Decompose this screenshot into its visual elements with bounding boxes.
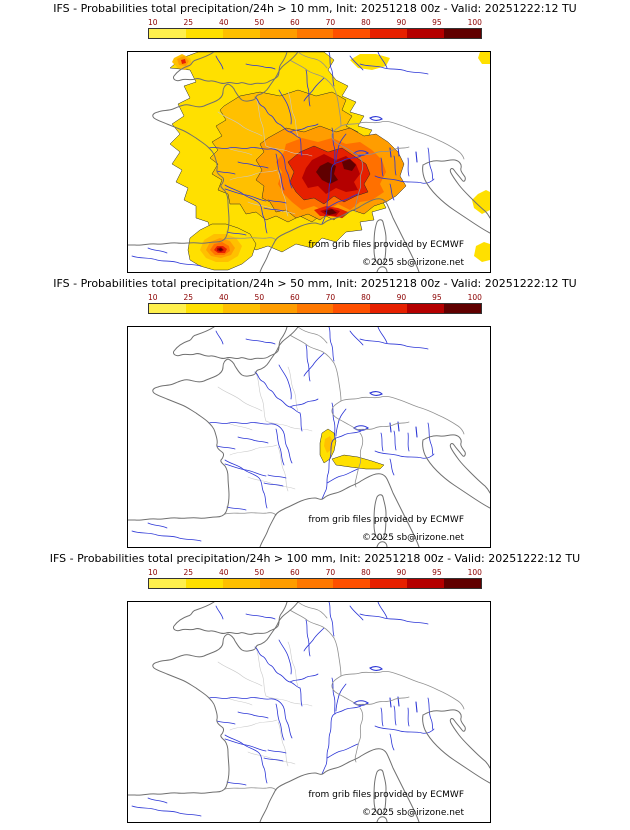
legend-color-segment	[185, 304, 223, 313]
legend-color-segment	[370, 579, 408, 588]
legend-tick-label: 90	[396, 293, 407, 302]
map-canvas-10mm	[128, 52, 490, 272]
legend-color-segment	[444, 29, 482, 38]
legend-color-segment	[333, 579, 371, 588]
basemap-layer	[128, 327, 490, 547]
legend-tick-label: 60	[290, 18, 300, 27]
legend-color-segment	[444, 304, 482, 313]
legend-tick-label: 70	[325, 293, 336, 302]
colorbar-ticks: 10 25 40 50 60 70 80 90 95 100	[148, 568, 482, 577]
legend-color-segment	[222, 304, 260, 313]
map-attribution: from grib files provided by ECMWF ©2025 …	[308, 240, 464, 269]
map-attribution: from grib files provided by ECMWF ©2025 …	[308, 515, 464, 544]
attribution-copyright: ©2025 sb@irizone.net	[362, 533, 464, 543]
legend-color-segment	[259, 29, 297, 38]
legend-tick-label: 100	[467, 293, 482, 302]
map-100mm: from grib files provided by ECMWF ©2025 …	[127, 601, 491, 823]
map-canvas-100mm	[128, 602, 490, 822]
map-attribution: from grib files provided by ECMWF ©2025 …	[308, 790, 464, 819]
legend-tick-label: 80	[361, 293, 371, 302]
precip-overlay-50mm	[319, 428, 385, 470]
legend-color-segment	[370, 29, 408, 38]
map-canvas-50mm	[128, 327, 490, 547]
legend-tick-label: 95	[432, 568, 442, 577]
panel-precip-50mm: IFS - Probabilities total precipitation/…	[0, 277, 630, 548]
legend-tick-label: 10	[148, 293, 158, 302]
map-10mm: from grib files provided by ECMWF ©2025 …	[127, 51, 491, 273]
legend-tick-label: 60	[290, 293, 300, 302]
attribution-source: from grib files provided by ECMWF	[308, 240, 464, 250]
legend-tick-label: 40	[219, 18, 229, 27]
colorbar-ticks: 10 25 40 50 60 70 80 90 95 100	[148, 18, 482, 27]
legend-tick-label: 100	[467, 568, 482, 577]
legend-tick-label: 80	[361, 18, 371, 27]
panel-precip-100mm: IFS - Probabilities total precipitation/…	[0, 552, 630, 823]
legend-color-segment	[296, 579, 334, 588]
panel-precip-10mm: IFS - Probabilities total precipitation/…	[0, 2, 630, 273]
colorbar-gradient	[148, 303, 482, 314]
colorbar-ticks: 10 25 40 50 60 70 80 90 95 100	[148, 293, 482, 302]
panel-title-100mm: IFS - Probabilities total precipitation/…	[49, 552, 581, 565]
map-50mm: from grib files provided by ECMWF ©2025 …	[127, 326, 491, 548]
legend-color-segment	[259, 579, 297, 588]
legend-color-segment	[444, 579, 482, 588]
legend-tick-label: 40	[219, 568, 229, 577]
basemap-layer	[128, 602, 490, 822]
legend-color-segment	[149, 29, 186, 38]
legend-color-segment	[407, 579, 445, 588]
legend-color-segment	[149, 579, 186, 588]
legend-tick-label: 50	[254, 18, 265, 27]
legend-color-segment	[296, 29, 334, 38]
probability-colorbar: 10 25 40 50 60 70 80 90 95 100	[148, 18, 482, 39]
legend-tick-label: 10	[148, 18, 158, 27]
legend-tick-label: 95	[432, 293, 442, 302]
legend-color-segment	[333, 29, 371, 38]
panel-title-10mm: IFS - Probabilities total precipitation/…	[53, 2, 577, 15]
legend-color-segment	[259, 304, 297, 313]
colorbar-gradient	[148, 28, 482, 39]
attribution-copyright: ©2025 sb@irizone.net	[362, 258, 464, 268]
colorbar-gradient	[148, 578, 482, 589]
legend-color-segment	[407, 29, 445, 38]
panel-title-50mm: IFS - Probabilities total precipitation/…	[53, 277, 577, 290]
legend-tick-label: 90	[396, 18, 407, 27]
legend-color-segment	[370, 304, 408, 313]
attribution-source: from grib files provided by ECMWF	[308, 515, 464, 525]
legend-color-segment	[407, 304, 445, 313]
legend-color-segment	[333, 304, 371, 313]
legend-tick-label: 50	[254, 293, 265, 302]
legend-color-segment	[185, 579, 223, 588]
probability-colorbar: 10 25 40 50 60 70 80 90 95 100	[148, 568, 482, 589]
legend-color-segment	[185, 29, 223, 38]
legend-color-segment	[296, 304, 334, 313]
legend-color-segment	[149, 304, 186, 313]
legend-tick-label: 60	[290, 568, 300, 577]
legend-tick-label: 95	[432, 18, 442, 27]
legend-tick-label: 70	[325, 18, 336, 27]
legend-tick-label: 80	[361, 568, 371, 577]
attribution-source: from grib files provided by ECMWF	[308, 790, 464, 800]
probability-colorbar: 10 25 40 50 60 70 80 90 95 100	[148, 293, 482, 314]
attribution-copyright: ©2025 sb@irizone.net	[362, 808, 464, 818]
legend-tick-label: 25	[183, 293, 194, 302]
legend-tick-label: 40	[219, 293, 229, 302]
legend-tick-label: 90	[396, 568, 407, 577]
legend-tick-label: 25	[183, 18, 194, 27]
legend-tick-label: 25	[183, 568, 194, 577]
legend-color-segment	[222, 579, 260, 588]
legend-tick-label: 50	[254, 568, 265, 577]
legend-color-segment	[222, 29, 260, 38]
legend-tick-label: 70	[325, 568, 336, 577]
legend-tick-label: 100	[467, 18, 482, 27]
legend-tick-label: 10	[148, 568, 158, 577]
